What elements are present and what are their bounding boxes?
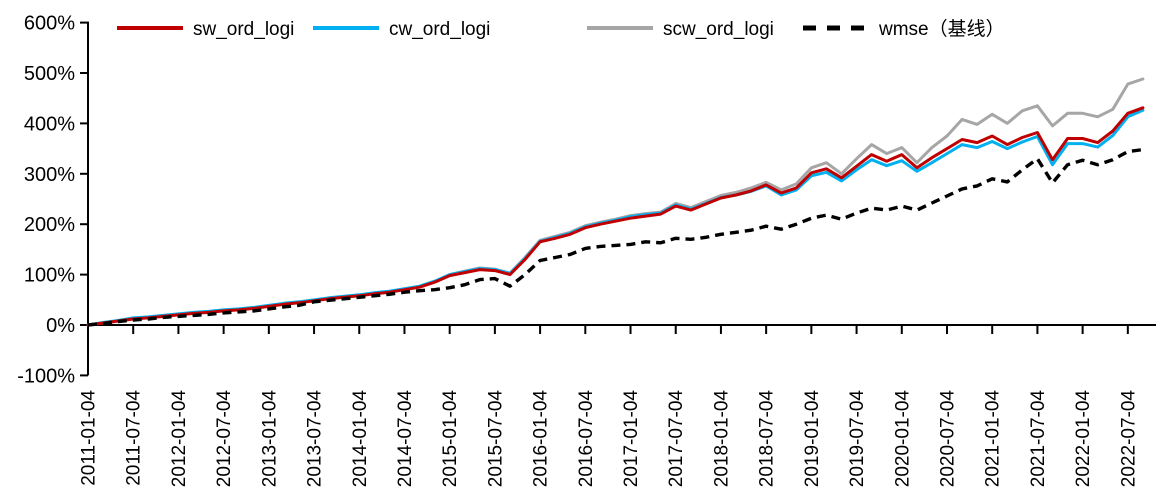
y-tick-label: 500%	[24, 63, 75, 85]
y-tick-label: 400%	[24, 113, 75, 135]
y-tick-label: 0%	[46, 315, 75, 337]
legend-item-sw_ord_logi: sw_ord_logi	[117, 19, 294, 40]
x-tick-label: 2021-07-04	[1028, 390, 1049, 488]
y-tick-label: 600%	[24, 13, 75, 35]
x-tick-label: 2016-07-04	[576, 390, 597, 488]
x-tick-label: 2012-01-04	[169, 390, 190, 488]
y-tick-label: -100%	[17, 365, 75, 387]
y-tick-label: 100%	[24, 265, 75, 287]
series-line-wmse（基线）	[87, 147, 1144, 327]
legend-label-cw_ord_logi: cw_ord_logi	[389, 19, 490, 40]
x-tick-label: 2017-07-04	[666, 390, 687, 488]
x-tick-label: 2022-07-04	[1118, 390, 1139, 488]
y-tick-label: 300%	[24, 164, 75, 186]
x-tick-label: 2012-07-04	[214, 390, 235, 488]
legend-label-scw_ord_logi: scw_ord_logi	[663, 19, 774, 40]
x-tick-label: 2014-01-04	[350, 390, 371, 488]
x-tick-label: 2016-01-04	[531, 390, 552, 488]
x-tick-label: 2011-01-04	[79, 390, 100, 486]
x-tick-label: 2017-01-04	[621, 390, 642, 488]
x-tick-label: 2018-01-04	[711, 390, 732, 488]
legend-item-scw_ord_logi: scw_ord_logi	[587, 19, 774, 40]
x-tick-label: 2021-01-04	[983, 390, 1004, 488]
x-tick-label: 2022-01-04	[1073, 390, 1094, 488]
legend-label-wmse（基线）: wmse（基线）	[878, 18, 1005, 40]
x-tick-label: 2018-07-04	[757, 390, 778, 488]
legend-item-wmse（基线）: wmse（基线）	[803, 18, 1005, 40]
x-tick-label: 2013-07-04	[305, 390, 326, 488]
x-tick-label: 2014-07-04	[395, 390, 416, 488]
x-tick-label: 2019-07-04	[847, 390, 868, 488]
x-tick-label: 2013-01-04	[259, 390, 280, 488]
x-tick-label: 2020-07-04	[937, 390, 958, 488]
x-tick-label: 2011-07-04	[124, 390, 145, 486]
series-line-sw_ord_logi	[86, 106, 1145, 327]
series-line-scw_ord_logi	[86, 77, 1145, 327]
x-tick-label: 2019-01-04	[802, 390, 823, 488]
x-tick-label: 2015-07-04	[485, 390, 506, 488]
legend-item-cw_ord_logi: cw_ord_logi	[313, 19, 490, 40]
series-line-cw_ord_logi	[86, 108, 1145, 327]
legend-label-sw_ord_logi: sw_ord_logi	[193, 19, 294, 40]
x-tick-label: 2020-01-04	[892, 390, 913, 488]
x-tick-label: 2015-01-04	[440, 390, 461, 488]
y-tick-label: 200%	[24, 214, 75, 236]
